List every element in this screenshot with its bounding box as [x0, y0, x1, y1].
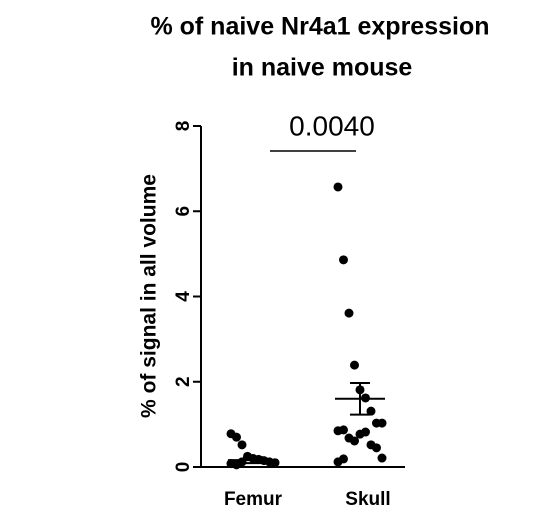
y-tick-label: 6 — [173, 206, 194, 217]
data-point — [237, 440, 247, 450]
y-tick-label: 0 — [173, 462, 194, 473]
data-point — [339, 425, 348, 435]
chart-title: in naive mouse — [232, 54, 413, 82]
data-point — [350, 436, 359, 446]
y-axis-label: % of signal in all volume — [138, 174, 161, 418]
y-tick-label: 4 — [173, 291, 194, 302]
data-point — [377, 453, 387, 463]
x-tick-label: Femur — [224, 489, 283, 510]
data-point — [237, 457, 247, 467]
x-tick-label: Skull — [345, 489, 390, 510]
y-tick-label: 2 — [173, 376, 194, 387]
annotation: 0.0040 — [289, 110, 375, 141]
chart-title: % of naive Nr4a1 expression — [150, 13, 489, 41]
data-point — [344, 308, 354, 318]
data-point — [350, 360, 359, 370]
data-point — [333, 182, 343, 192]
data-point — [361, 427, 370, 437]
data-point — [366, 406, 376, 416]
data-point — [377, 418, 387, 428]
data-point — [372, 443, 381, 453]
y-tick-label: 8 — [173, 121, 194, 132]
data-point — [339, 255, 348, 265]
data-point — [232, 432, 241, 442]
data-point — [339, 454, 348, 464]
